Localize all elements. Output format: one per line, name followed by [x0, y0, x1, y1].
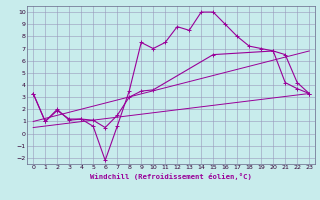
X-axis label: Windchill (Refroidissement éolien,°C): Windchill (Refroidissement éolien,°C) [90, 173, 252, 180]
